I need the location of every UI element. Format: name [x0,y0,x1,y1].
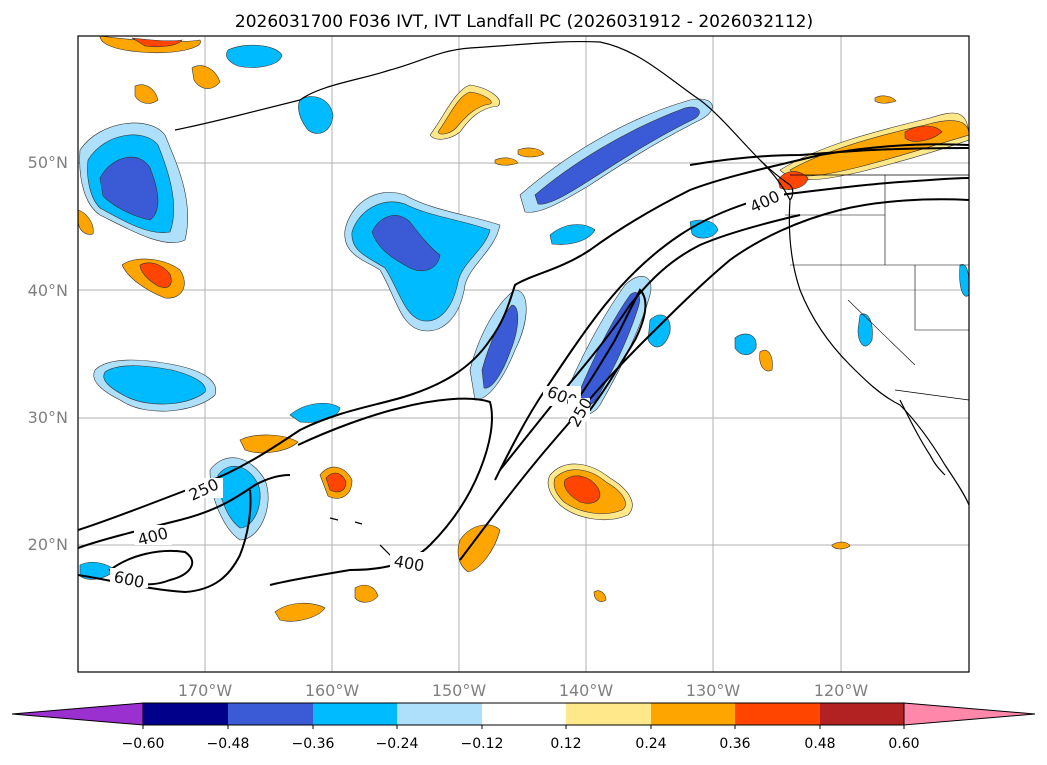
positive-blob-subtropic-east-inner [564,475,600,504]
colorbar-label-10: 0.60 [888,736,919,752]
positive-blob-plume-inner [777,171,809,190]
colorbar-label-6: 0.12 [550,736,581,752]
lon-label-170w: 170°W [178,681,233,700]
contour-label-bg-400-west [134,525,172,545]
colorbar-segment-7 [651,703,735,725]
contour-label-bg-250-ar [568,398,590,422]
contour-northeast [689,147,969,166]
map-background [78,36,969,672]
alaska-coast [299,40,791,201]
colorbar-segment-6 [566,703,651,725]
colorbar-segment-1 [143,703,228,725]
colorbar-label-2: −0.48 [207,736,250,752]
negative-blob-west-south-core [103,365,206,405]
positive-blob-small-3 [457,524,501,573]
longitude-labels: 170°W 160°W 150°W 140°W 130°W 120°W [178,681,869,700]
colorbar-label-9: 0.48 [804,736,835,752]
negative-blob-northwest-inner [99,156,159,221]
lat-label-40n: 40°N [28,281,68,300]
colorbar-segment-2 [228,703,313,725]
baja-peninsula [899,399,946,476]
colorbar-label-4: −0.24 [376,736,419,752]
colorbar-label-5: −0.12 [461,736,504,752]
colorbar-segment-8 [735,703,820,725]
positive-blob-small-8 [759,350,773,372]
coastlines-and-borders [174,40,969,561]
figure-title: 2026031700 F036 IVT, IVT Landfall PC (20… [235,12,813,32]
positive-anomaly-regions [78,36,969,622]
state-border-5 [847,299,916,366]
colorbar-segment-4 [397,703,482,725]
contour-250-inner [269,397,493,586]
colorbar-label-1: −0.60 [122,736,165,752]
colorbar-label-3: −0.36 [292,736,335,752]
lat-label-50n: 50°N [28,153,68,172]
positive-blob-west-mid-core [139,262,172,288]
map-frame [77,35,970,673]
map-content: 250 400 600 400 600 250 400 [78,36,969,672]
contour-northeast-2 [779,177,969,196]
contour-label-bg-400-south [390,552,428,572]
negative-blob-small-10 [959,264,969,297]
positive-blob-small-7 [191,65,221,89]
positive-blob-small-10 [494,157,519,166]
negative-blob-jet-west-core [534,106,700,205]
positive-blob-small-4 [274,602,326,622]
positive-blob-north-rim-core [131,37,183,48]
aleutian-islands [174,99,301,131]
negative-blob-small-2 [298,96,334,134]
lon-label-120w: 120°W [814,681,869,700]
positive-blob-small-5 [354,584,379,603]
contour-label-bg-600-west [110,568,148,588]
colorbar-segment-3 [313,703,397,725]
lon-label-130w: 130°W [686,681,741,700]
contour-label-bg-250-west [185,478,223,498]
positive-blob-small-9 [78,209,94,235]
colorbar-extend-high [903,702,1036,726]
contour-label-bg-400-coast [746,190,784,210]
latitude-labels: 50°N 40°N 30°N 20°N [28,153,68,554]
negative-blob-central-inner [371,215,441,272]
lat-label-20n: 20°N [28,535,68,554]
colorbar-segment-5 [482,703,566,725]
negative-blob-small-1 [226,44,283,68]
negative-blob-small-6 [647,314,671,348]
positive-blob-small-13 [593,590,607,602]
map-panel: 250 400 600 400 600 250 400 [77,35,970,673]
negative-blob-small-7 [734,333,757,356]
colorbar-label-8: 0.36 [719,736,750,752]
contour-400-west [78,474,291,549]
negative-blob-small-5 [549,224,596,245]
west-coast-us [788,199,969,506]
gridlines [78,36,969,672]
colorbar-label-7: 0.24 [635,736,666,752]
colorbar-frame [142,702,905,726]
lon-label-140w: 140°W [559,681,614,700]
positive-blob-small-12 [874,95,897,104]
lon-label-160w: 160°W [305,681,360,700]
mexico-border [894,389,969,401]
positive-blob-small-6 [134,84,159,104]
negative-blob-small-8 [857,313,873,347]
colorbar-ticks [142,725,905,729]
negative-anomaly-regions [79,44,969,580]
positive-blob-plume-spot [904,125,943,142]
positive-blob-small-14 [831,541,851,550]
positive-blob-small-1-core [325,472,347,493]
positive-blob-small-2 [239,434,299,454]
colorbar-segment-9 [820,703,904,725]
contour-ar-west [494,194,781,481]
colorbar-extend-low [11,702,144,726]
lat-label-30n: 30°N [28,408,68,427]
contour-ar-east [459,198,969,561]
positive-blob-small-11 [517,147,545,158]
colorbar: −0.60 −0.48 −0.36 −0.24 −0.12 0.12 0.24 … [11,702,1036,752]
positive-blob-gulf-core [437,91,492,135]
state-border-4 [914,265,969,331]
contour-ar-mid [499,214,801,471]
contour-250-outer [78,143,969,531]
lon-label-150w: 150°W [432,681,487,700]
